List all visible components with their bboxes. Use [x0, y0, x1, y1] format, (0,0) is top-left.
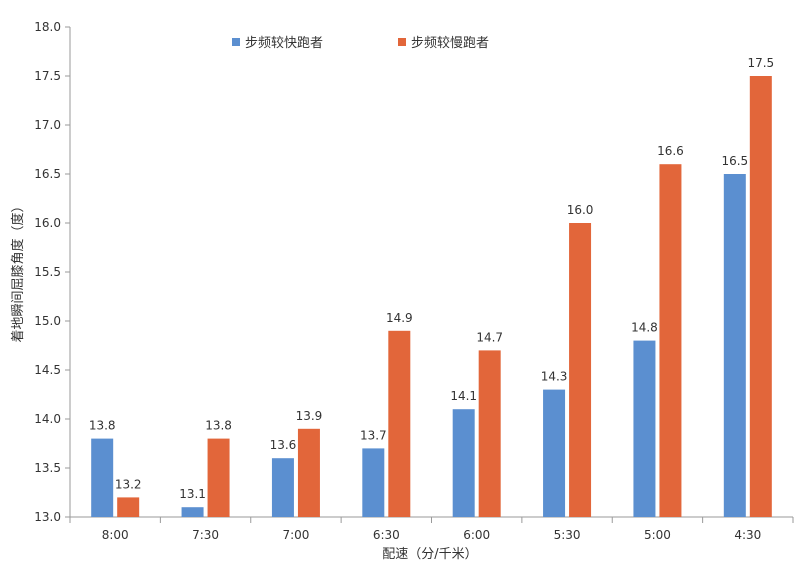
x-tick-label: 6:30: [373, 528, 400, 542]
data-label: 16.5: [721, 154, 748, 168]
y-tick-label: 15.0: [34, 314, 61, 328]
x-tick-label: 7:30: [192, 528, 219, 542]
data-label: 13.2: [115, 477, 142, 491]
x-tick-label: 7:00: [282, 528, 309, 542]
y-tick-label: 17.5: [34, 69, 61, 83]
data-label: 14.8: [631, 321, 658, 335]
x-tick-label: 5:00: [644, 528, 671, 542]
x-tick-label: 4:30: [734, 528, 761, 542]
y-tick-label: 14.0: [34, 412, 61, 426]
data-label: 16.0: [567, 203, 594, 217]
data-label: 14.1: [450, 389, 477, 403]
bar-slow-430: [749, 76, 772, 517]
data-label: 13.8: [89, 419, 116, 433]
y-tick-label: 13.0: [34, 510, 61, 524]
data-label: 14.3: [541, 370, 568, 384]
data-label: 17.5: [747, 56, 774, 70]
axes: 13.0 13.5 14.0 14.5 15.0 15.5 16.0 16.5 17.0 17.5…: [34, 20, 794, 542]
bar-slow-730: [207, 438, 230, 517]
bars: [91, 76, 772, 517]
bar-fast-500: [633, 340, 656, 517]
bar-slow-530: [569, 223, 592, 517]
y-tick-label: 16.5: [34, 167, 61, 181]
data-label: 13.9: [296, 409, 323, 423]
bar-fast-700: [271, 458, 294, 517]
bar-slow-500: [659, 164, 682, 517]
bar-fast-630: [362, 448, 385, 517]
bar-slow-630: [388, 330, 411, 517]
data-label: 13.8: [205, 419, 232, 433]
data-label: 13.7: [360, 428, 387, 442]
bar-slow-600: [478, 350, 501, 517]
legend-swatch-slow: [398, 38, 406, 46]
bar-slow-800: [117, 497, 140, 517]
bar-fast-430: [723, 174, 746, 517]
legend: 步频较快跑者 步频较慢跑者: [232, 35, 489, 51]
x-tick-label: 8:00: [102, 528, 129, 542]
legend-label-slow: 步频较慢跑者: [411, 35, 489, 51]
bar-fast-730: [181, 507, 204, 517]
legend-label-fast: 步频较快跑者: [245, 36, 323, 51]
bar-fast-800: [91, 438, 114, 517]
bar-fast-530: [543, 389, 566, 517]
bar-fast-600: [452, 409, 475, 517]
y-tick-label: 16.0: [34, 216, 61, 230]
data-labels: 13.8 13.2 13.1 13.8 13.6 13.9 13.7 14.9 14.1 14.7…: [89, 56, 774, 501]
data-label: 14.7: [476, 330, 503, 344]
y-tick-label: 13.5: [34, 461, 61, 475]
x-tick-label: 5:30: [554, 528, 581, 542]
data-label: 16.6: [657, 144, 684, 158]
y-tick-label: 15.5: [34, 265, 61, 279]
y-axis-title: 着地瞬间屈膝角度（度）: [10, 199, 26, 342]
x-axis-title: 配速（分/千米）: [382, 547, 477, 562]
x-tick-label: 6:00: [463, 528, 490, 542]
y-tick-label: 14.5: [34, 363, 61, 377]
data-label: 13.1: [179, 487, 206, 501]
data-label: 14.9: [386, 311, 413, 325]
legend-swatch-fast: [232, 38, 240, 46]
y-tick-label: 18.0: [34, 20, 61, 34]
data-label: 13.6: [270, 438, 297, 452]
y-tick-label: 17.0: [34, 118, 61, 132]
bar-slow-700: [297, 428, 320, 517]
